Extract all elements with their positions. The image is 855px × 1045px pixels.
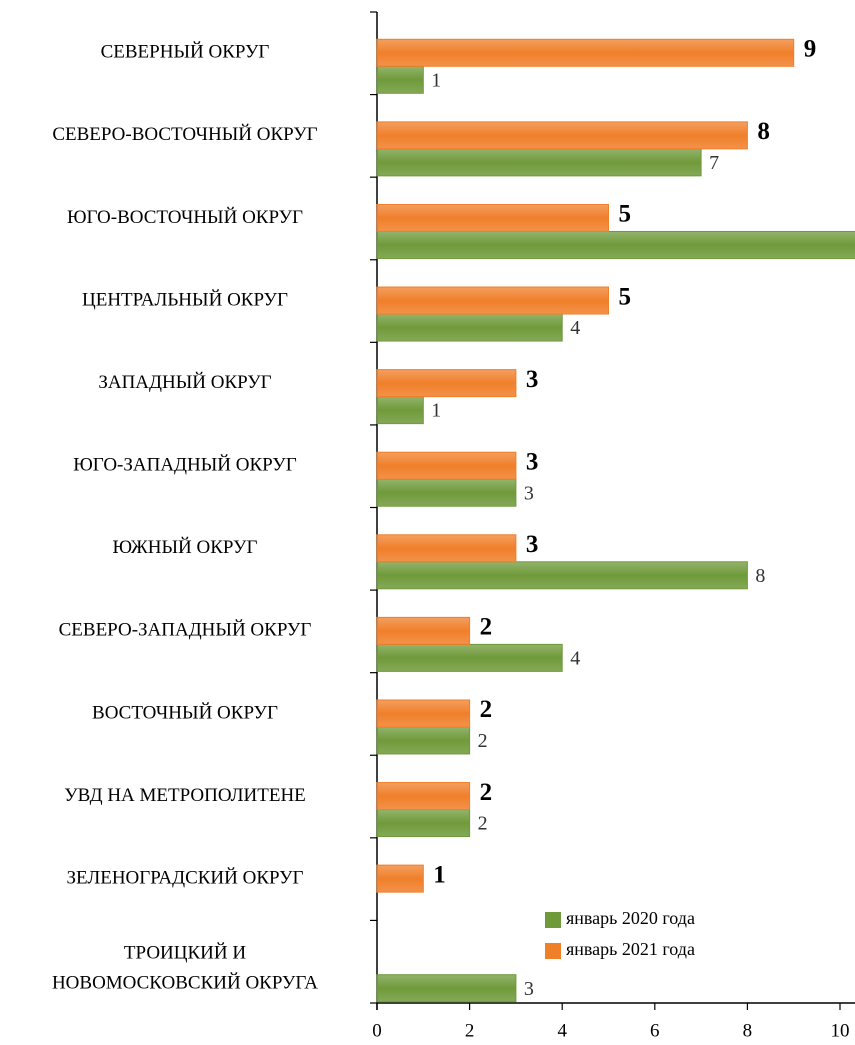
value-label: 2 bbox=[480, 696, 493, 723]
x-tick-label: 6 bbox=[650, 1020, 660, 1041]
category-label: ТРОИЦКИЙ И НОВОМОСКОВСКИЙ ОКРУГА bbox=[52, 943, 318, 994]
bar bbox=[376, 534, 517, 563]
value-label: 2 bbox=[478, 730, 488, 752]
value-label: 2 bbox=[480, 779, 493, 806]
value-label: 3 bbox=[526, 448, 539, 475]
legend-swatch bbox=[545, 912, 561, 928]
value-label: 8 bbox=[757, 118, 770, 145]
value-label: 1 bbox=[431, 400, 441, 422]
x-tick-label: 0 bbox=[372, 1020, 382, 1041]
bar bbox=[376, 65, 424, 94]
value-label: 4 bbox=[570, 317, 580, 339]
bar bbox=[376, 699, 471, 728]
x-tick-label: 8 bbox=[743, 1020, 753, 1041]
value-label: 8 bbox=[755, 565, 765, 587]
value-label: 9 bbox=[804, 36, 817, 63]
value-label: 1 bbox=[433, 861, 446, 888]
bar bbox=[376, 864, 424, 893]
bar bbox=[376, 451, 517, 480]
bar bbox=[376, 369, 517, 398]
category-label: СЕВЕРО-ВОСТОЧНЫЙ ОКРУГ bbox=[52, 124, 317, 145]
bar bbox=[376, 643, 563, 672]
category-label: СЕВЕРО-ЗАПАДНЫЙ ОКРУГ bbox=[59, 620, 312, 641]
bar bbox=[376, 478, 517, 507]
bar bbox=[376, 203, 609, 232]
bar bbox=[376, 121, 748, 150]
bar bbox=[376, 616, 471, 645]
value-label: 3 bbox=[526, 531, 539, 558]
x-tick-label: 10 bbox=[831, 1020, 850, 1041]
bar bbox=[376, 313, 563, 342]
value-label: 4 bbox=[570, 647, 580, 669]
value-label: 2 bbox=[478, 813, 488, 835]
category-label: УВД НА МЕТРОПОЛИТЕНЕ bbox=[64, 785, 306, 806]
bar bbox=[376, 38, 795, 67]
legend-swatch bbox=[545, 943, 561, 959]
category-label: СЕВЕРНЫЙ ОКРУГ bbox=[101, 42, 270, 63]
category-label: ЮЖНЫЙ ОКРУГ bbox=[113, 537, 258, 558]
legend-label: январь 2021 года bbox=[566, 939, 695, 959]
bar bbox=[376, 809, 471, 838]
bar bbox=[376, 230, 855, 259]
x-tick-label: 4 bbox=[557, 1020, 567, 1041]
x-tick-label: 2 bbox=[465, 1020, 475, 1041]
value-label: 3 bbox=[526, 366, 539, 393]
bar bbox=[376, 148, 702, 177]
value-label: 3 bbox=[524, 978, 534, 1000]
value-label: 7 bbox=[709, 152, 719, 174]
category-label: ЮГО-ВОСТОЧНЫЙ ОКРУГ bbox=[67, 207, 303, 228]
bar bbox=[376, 561, 748, 590]
value-label: 5 bbox=[619, 283, 632, 310]
bar bbox=[376, 782, 471, 811]
bar bbox=[376, 726, 471, 755]
bar bbox=[376, 974, 517, 1003]
bar bbox=[376, 396, 424, 425]
value-label: 2 bbox=[480, 614, 493, 641]
value-label: 3 bbox=[524, 482, 534, 504]
category-label: ЗЕЛЕНОГРАДСКИЙ ОКРУГ bbox=[66, 867, 303, 888]
category-label: ВОСТОЧНЫЙ ОКРУГ bbox=[92, 702, 278, 723]
category-label: ЮГО-ЗАПАДНЫЙ ОКРУГ bbox=[73, 455, 296, 476]
category-label: ЦЕНТРАЛЬНЫЙ ОКРУГ bbox=[82, 289, 288, 310]
legend-label: январь 2020 года bbox=[566, 908, 695, 928]
bar bbox=[376, 286, 609, 315]
value-label: 1 bbox=[431, 69, 441, 91]
value-label: 5 bbox=[619, 201, 632, 228]
category-label: ЗАПАДНЫЙ ОКРУГ bbox=[98, 372, 271, 393]
